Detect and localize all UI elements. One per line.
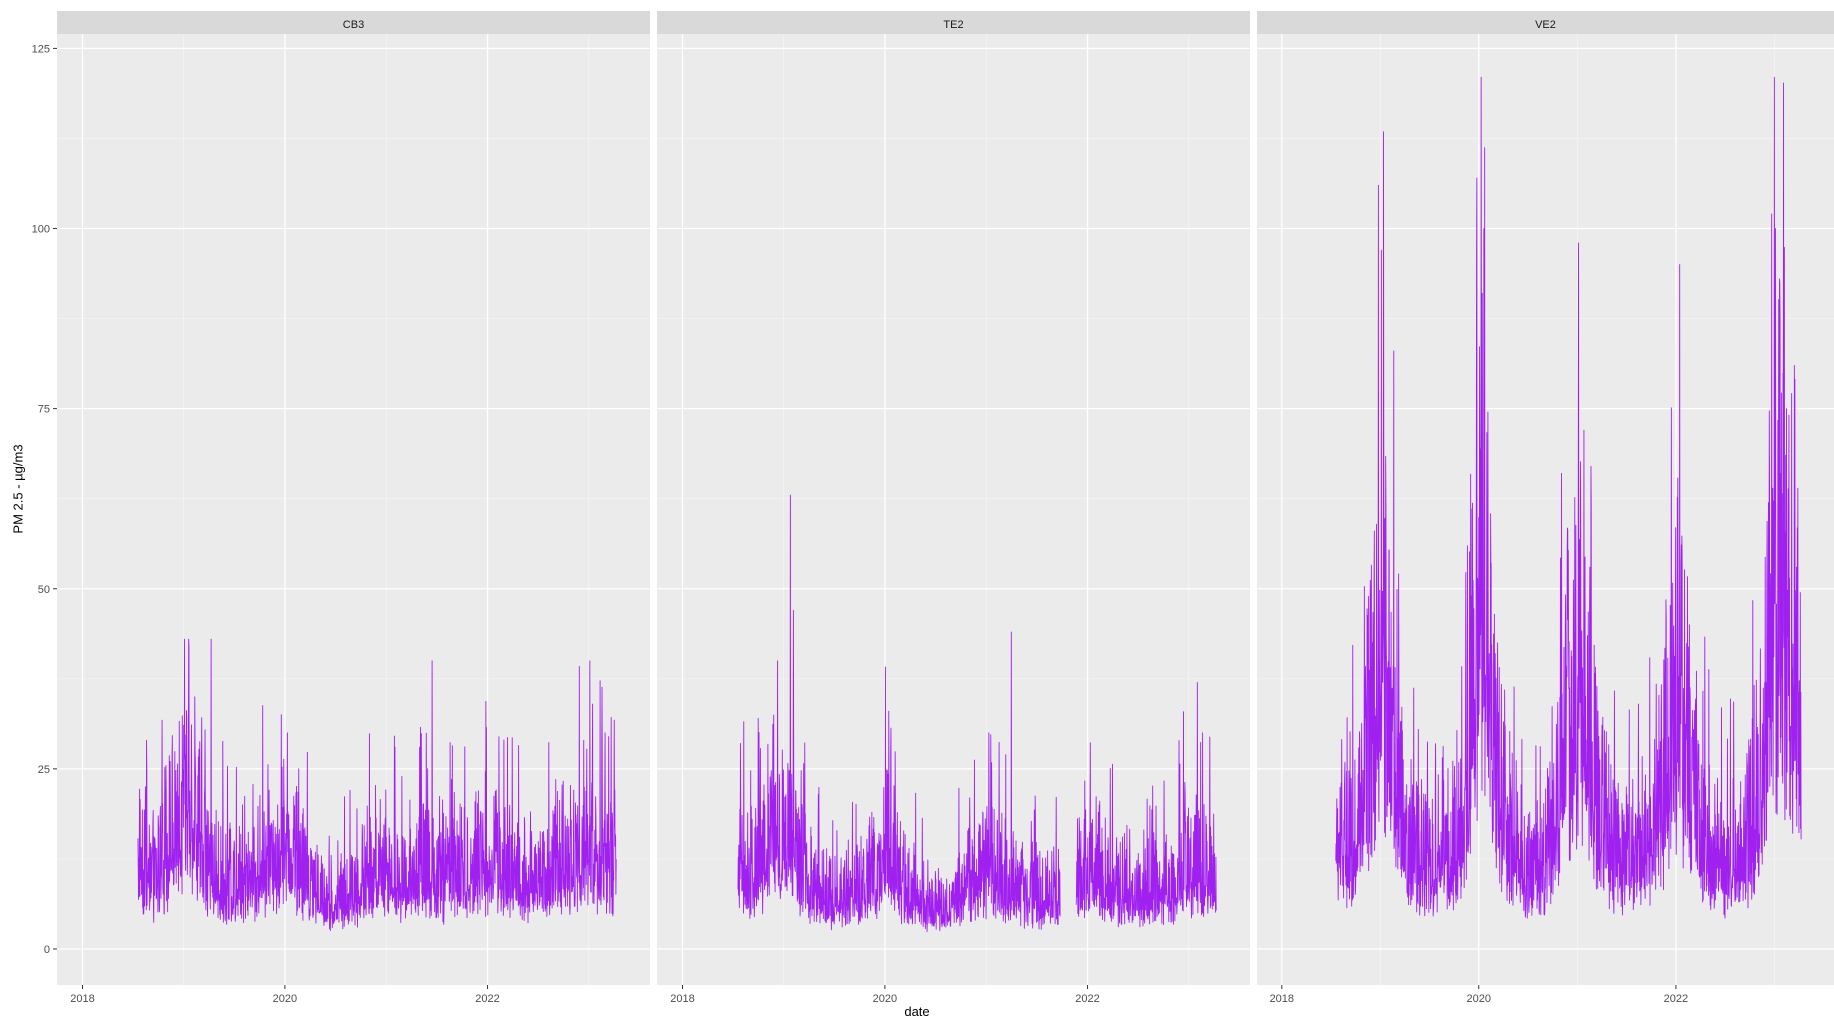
facet-strip-ve2 bbox=[1257, 11, 1834, 34]
series-line-te2 bbox=[737, 494, 1061, 933]
x-axis-title: date bbox=[904, 1004, 930, 1019]
series-line-cb3 bbox=[137, 638, 617, 931]
facet-strip-te2 bbox=[657, 11, 1250, 34]
x-tick-label: 2020 bbox=[273, 993, 297, 1005]
y-tick-label: 100 bbox=[32, 224, 50, 236]
y-axis-title: PM 2.5 - µg/m3 bbox=[10, 444, 26, 534]
facet-strip-cb3 bbox=[57, 11, 650, 34]
series-line-ve2 bbox=[1335, 76, 1802, 919]
y-tick-label: 75 bbox=[38, 404, 50, 416]
y-tick-label: 125 bbox=[32, 43, 50, 55]
facet-label: CB3 bbox=[343, 19, 364, 31]
panel-background bbox=[57, 34, 650, 985]
x-tick-label: 2022 bbox=[475, 993, 499, 1005]
x-tick-label: 2018 bbox=[670, 993, 694, 1005]
facet-label: VE2 bbox=[1535, 19, 1556, 31]
x-tick-label: 2018 bbox=[70, 993, 94, 1005]
x-tick-label: 2020 bbox=[873, 993, 897, 1005]
x-tick-label: 2018 bbox=[1270, 993, 1294, 1005]
x-tick-label: 2022 bbox=[1664, 993, 1688, 1005]
x-tick-label: 2020 bbox=[1466, 993, 1490, 1005]
y-tick-label: 0 bbox=[44, 944, 50, 956]
y-tick-label: 25 bbox=[38, 764, 50, 776]
facet-label: TE2 bbox=[943, 19, 963, 31]
series-line-te2 bbox=[1075, 681, 1217, 928]
panel-background bbox=[657, 34, 1250, 985]
y-tick-label: 50 bbox=[38, 584, 50, 596]
x-tick-label: 2022 bbox=[1075, 993, 1099, 1005]
